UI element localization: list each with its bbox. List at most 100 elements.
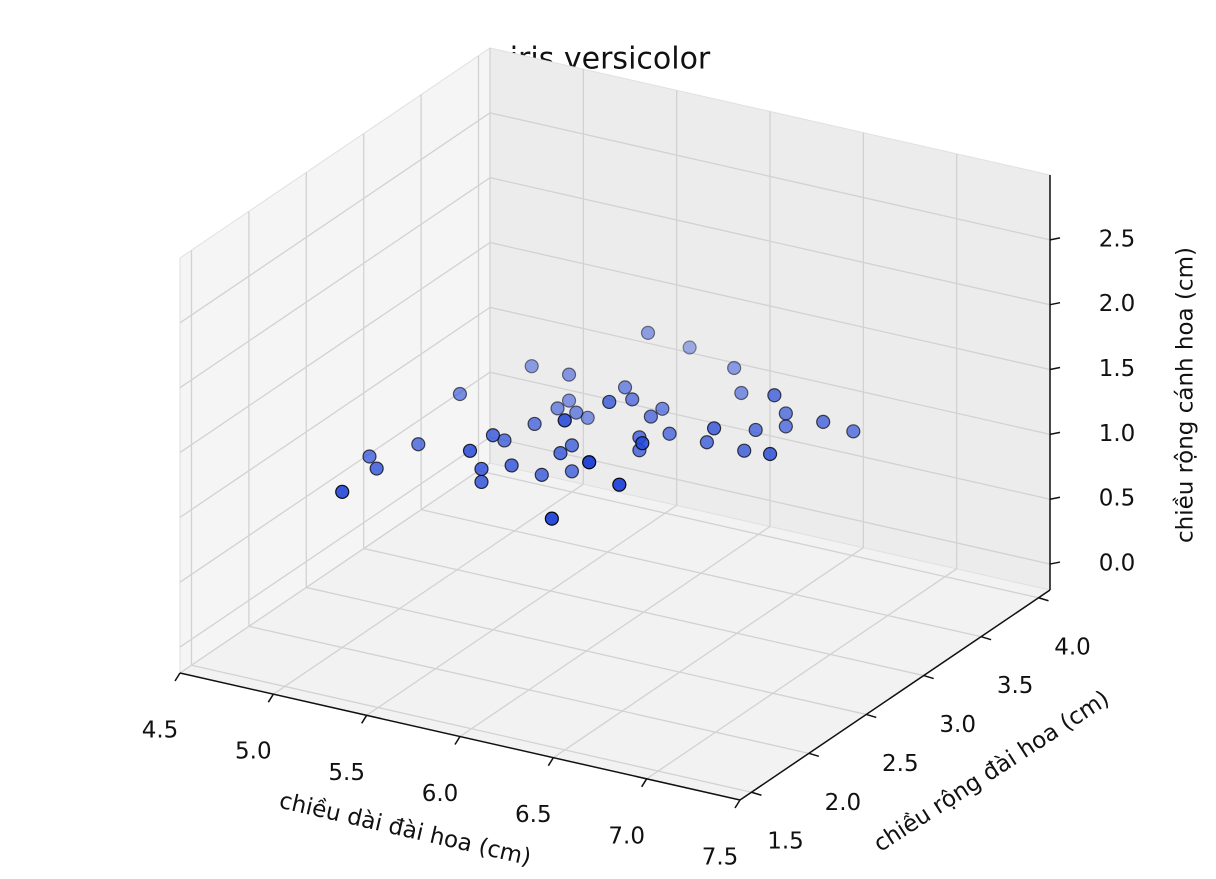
point xyxy=(580,410,595,425)
y-tick-label: 2.0 xyxy=(825,790,862,816)
point xyxy=(411,437,426,452)
z-axis-label: chiều rộng cánh hoa (cm) xyxy=(1173,247,1199,543)
x-tick xyxy=(361,714,368,724)
z-tick-label: 2.5 xyxy=(1099,226,1136,252)
point xyxy=(564,464,580,479)
z-tick xyxy=(1049,301,1061,306)
point xyxy=(362,449,377,464)
point xyxy=(617,380,633,395)
point xyxy=(564,438,580,453)
point xyxy=(612,477,627,492)
point xyxy=(497,433,512,448)
grid-line xyxy=(363,547,924,677)
point xyxy=(561,393,577,408)
grid-line xyxy=(489,371,1051,500)
grid-line xyxy=(179,177,491,389)
y-axis xyxy=(739,589,1051,801)
x-tick-label: 6.5 xyxy=(515,802,552,828)
point xyxy=(557,413,572,428)
z-tick-label: 1.0 xyxy=(1099,421,1136,447)
x-tick-label: 5.0 xyxy=(235,739,272,765)
grid-line xyxy=(191,664,752,793)
z-tick xyxy=(1049,237,1061,241)
point xyxy=(778,419,793,434)
y-tick xyxy=(808,752,820,758)
point xyxy=(569,405,584,420)
point xyxy=(625,392,640,407)
grid-line xyxy=(306,586,867,716)
point xyxy=(369,461,384,476)
y-tick xyxy=(751,791,762,796)
y-tick-label: 3.5 xyxy=(997,673,1034,699)
point xyxy=(846,424,861,439)
grid-line xyxy=(489,112,1051,241)
point xyxy=(504,458,519,473)
point xyxy=(553,446,568,461)
point xyxy=(767,388,782,403)
grid-line xyxy=(179,436,491,648)
point xyxy=(643,409,658,424)
point xyxy=(635,436,650,451)
grid-line xyxy=(552,547,864,759)
y-tick-label: 4.0 xyxy=(1054,634,1091,660)
point xyxy=(662,426,677,441)
x-tick xyxy=(641,778,648,788)
point xyxy=(550,401,565,416)
grid-line xyxy=(489,177,1051,306)
point xyxy=(335,484,350,499)
point xyxy=(655,401,670,416)
point xyxy=(474,461,489,477)
x-axis xyxy=(179,672,741,801)
grid-line xyxy=(646,568,958,780)
y-tick-label: 3.0 xyxy=(939,712,976,738)
z-tick-label: 1.5 xyxy=(1099,356,1136,382)
point xyxy=(602,394,617,410)
point xyxy=(778,406,793,421)
y-tick-label: 1.5 xyxy=(767,829,804,855)
x-tick-label: 7.5 xyxy=(702,845,739,871)
x-tick xyxy=(267,693,274,703)
point xyxy=(462,443,478,458)
point xyxy=(699,435,714,450)
point xyxy=(485,428,501,443)
x-tick-label: 7.0 xyxy=(608,823,645,849)
grid-line xyxy=(179,306,491,518)
point xyxy=(452,386,468,402)
y-tick xyxy=(980,635,992,641)
z-tick xyxy=(1049,496,1061,500)
x-tick-label: 5.5 xyxy=(328,760,365,786)
y-tick xyxy=(866,713,877,719)
point xyxy=(582,455,597,470)
z-tick-label: 0.0 xyxy=(1099,551,1136,577)
x-tick xyxy=(454,736,461,745)
point xyxy=(734,385,749,401)
y-tick-label: 2.5 xyxy=(882,751,919,777)
x-tick xyxy=(734,799,741,809)
point xyxy=(544,511,559,526)
grid-line xyxy=(478,470,1039,599)
grid-line xyxy=(179,371,491,583)
point xyxy=(737,443,752,458)
grid-line xyxy=(179,241,491,454)
x-tick-label: 4.5 xyxy=(142,718,179,744)
point xyxy=(727,360,742,376)
grid-line xyxy=(248,625,810,754)
y-tick xyxy=(1038,597,1049,602)
grid-line xyxy=(420,509,982,638)
grid-line xyxy=(489,306,1051,436)
point xyxy=(527,416,542,432)
z-tick-label: 0.5 xyxy=(1099,486,1136,512)
grid-line xyxy=(179,112,491,324)
z-tick xyxy=(1049,431,1061,436)
grid-line xyxy=(489,436,1051,565)
grid-line xyxy=(459,525,771,738)
z-tick xyxy=(1049,366,1061,371)
point xyxy=(682,340,697,355)
x-tick xyxy=(547,757,554,767)
point xyxy=(762,446,778,462)
y-tick xyxy=(923,674,934,680)
x-tick xyxy=(174,672,181,682)
z-tick-label: 2.0 xyxy=(1099,291,1136,317)
grid-line xyxy=(489,241,1051,371)
